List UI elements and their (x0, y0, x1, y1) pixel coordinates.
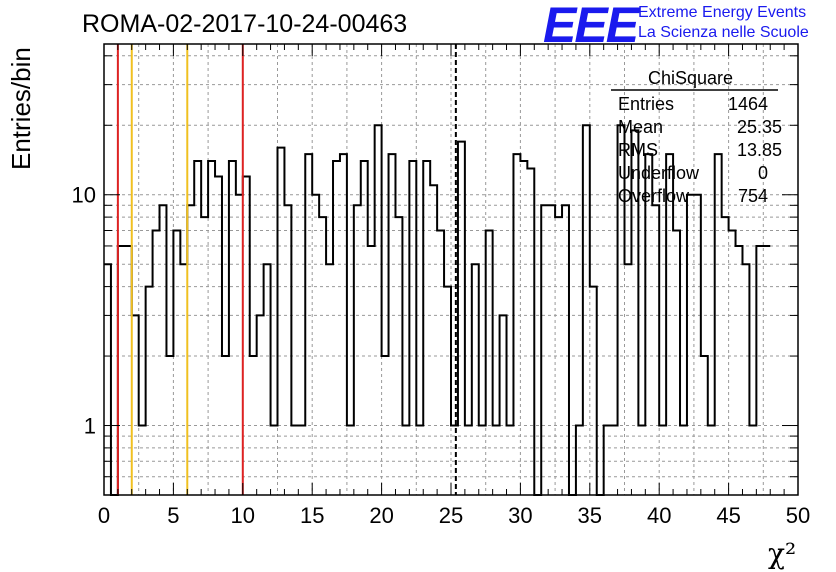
stat-value-mean: 25.35 (736, 117, 782, 137)
x-tick-label: 10 (231, 503, 255, 528)
x-tick-label: 5 (167, 503, 179, 528)
y-tick-label: 1 (84, 414, 96, 439)
x-tick-label: 35 (578, 503, 602, 528)
x-tick-label: 45 (716, 503, 740, 528)
y-tick-label: 10 (72, 183, 96, 208)
x-tick-label: 0 (98, 503, 110, 528)
stat-name-mean: Mean (618, 117, 664, 137)
stat-value-underflow: 0 (757, 163, 768, 183)
eee-logo: EEE (543, 0, 639, 53)
x-tick-label: 15 (300, 503, 324, 528)
x-tick-label: 30 (508, 503, 532, 528)
logo-line-2: La Scienza nelle Scuole (638, 24, 809, 41)
stat-value-entries: 1464 (727, 94, 768, 114)
x-tick-label: 40 (647, 503, 671, 528)
x-tick-label: 20 (369, 503, 393, 528)
stat-value-overflow: 754 (737, 186, 768, 206)
stats-title: ChiSquare (648, 68, 734, 88)
histogram-steps (104, 124, 771, 496)
x-axis-label: χ² (768, 537, 797, 570)
y-axis-label: Entries/bin (6, 47, 36, 170)
stat-value-rms: 13.85 (736, 140, 782, 160)
x-tick-label: 50 (786, 503, 810, 528)
chart-title: ROMA-02-2017-10-24-00463 (82, 10, 408, 38)
stat-name-rms: RMS (618, 140, 658, 160)
stat-name-overflow: Overflow (618, 186, 690, 206)
x-tick-label: 25 (439, 503, 463, 528)
logo-line-1: Extreme Energy Events (638, 4, 807, 21)
stat-name-underflow: Underflow (618, 163, 700, 183)
stat-name-entries: Entries (618, 94, 675, 114)
